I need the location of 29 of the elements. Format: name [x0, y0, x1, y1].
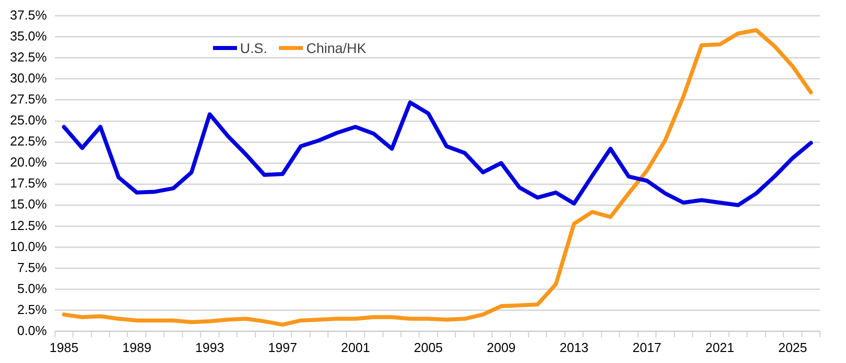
- y-tick-label: 27.5%: [10, 92, 48, 107]
- y-tick-label: 35.0%: [10, 28, 48, 44]
- x-tick-label: 1997: [268, 340, 298, 355]
- x-tick-label: 2001: [340, 340, 370, 355]
- x-tick-label: 2009: [486, 340, 516, 355]
- legend-label: U.S.: [240, 40, 268, 56]
- y-tick-label: 10.0%: [10, 238, 48, 254]
- y-tick-label: 17.5%: [10, 176, 48, 191]
- y-tick-label: 5.0%: [17, 280, 48, 296]
- x-tick-label: 2025: [778, 340, 808, 355]
- x-tick-label: 2017: [632, 340, 662, 355]
- y-tick-label: 7.5%: [17, 260, 48, 275]
- legend-label: China/HK: [306, 40, 366, 56]
- x-tick-label: 2021: [705, 340, 734, 355]
- y-tick-label: 25.0%: [10, 112, 48, 128]
- y-tick-label: 2.5%: [17, 302, 48, 317]
- x-tick-label: 1989: [122, 340, 152, 355]
- y-tick-label: 12.5%: [10, 218, 48, 233]
- y-tick-label: 0.0%: [17, 322, 48, 338]
- y-tick-label: 30.0%: [10, 70, 48, 86]
- y-tick-label: 20.0%: [10, 154, 48, 170]
- y-tick-label: 22.5%: [10, 134, 48, 149]
- x-tick-label: 1993: [195, 340, 224, 355]
- x-tick-label: 1985: [50, 340, 78, 355]
- y-tick-label: 32.5%: [10, 49, 48, 64]
- y-tick-label: 15.0%: [10, 196, 48, 212]
- x-tick-label: 2005: [414, 340, 443, 355]
- y-tick-label: 37.5%: [10, 7, 48, 22]
- x-tick-label: 2013: [560, 340, 589, 355]
